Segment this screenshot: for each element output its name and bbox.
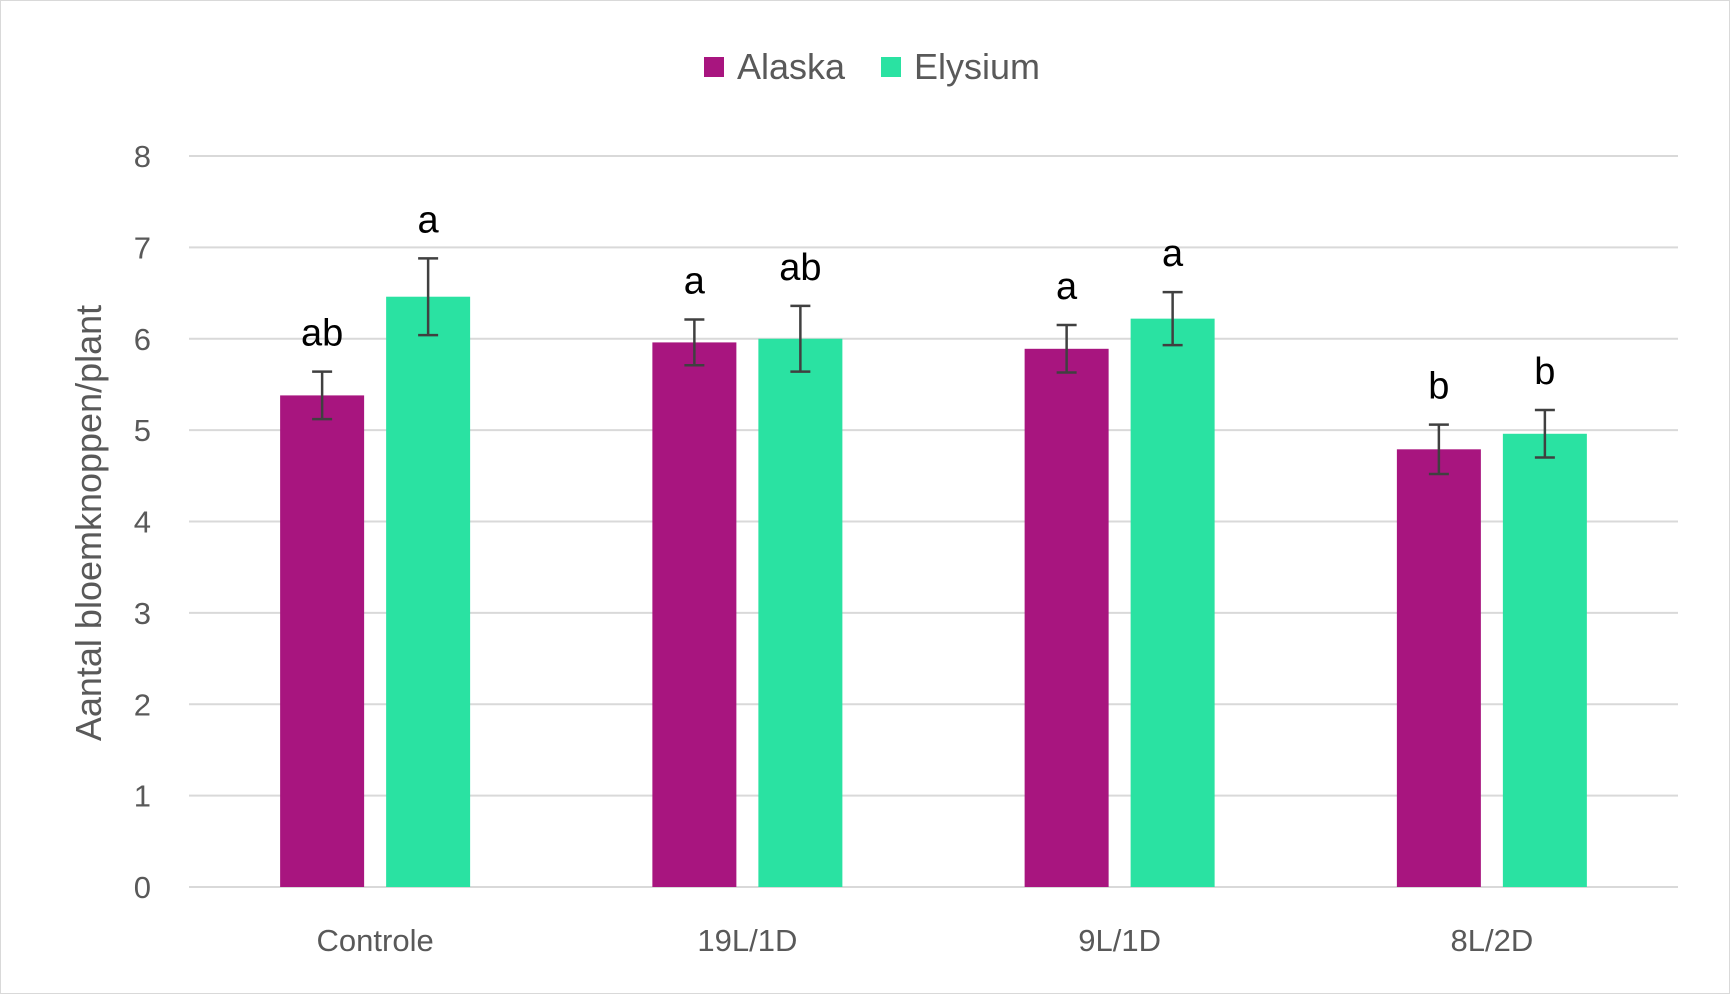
y-axis-label: Aantal bloemknoppen/plant <box>68 305 109 741</box>
significance-label: b <box>1534 351 1555 393</box>
bar <box>386 296 471 887</box>
y-tick-label: 2 <box>134 687 151 722</box>
bar <box>1502 433 1587 887</box>
y-tick-label: 8 <box>134 139 151 174</box>
significance-label: a <box>1056 266 1078 308</box>
significance-label: ab <box>779 247 821 289</box>
bar <box>1396 449 1481 887</box>
bar <box>758 338 843 887</box>
error-bars <box>312 257 1555 476</box>
legend-label-alaska: Alaska <box>737 46 846 87</box>
bars <box>280 296 1587 888</box>
legend-label-elysium: Elysium <box>914 46 1040 87</box>
bar <box>1130 318 1215 888</box>
x-axis-ticks: Controle 19L/1D 9L/1D 8L/2D <box>317 923 1534 958</box>
bar <box>280 395 365 887</box>
legend-swatch-alaska <box>704 57 724 77</box>
legend-swatch-elysium <box>881 57 901 77</box>
y-tick-label: 0 <box>134 870 151 905</box>
significance-label: b <box>1428 366 1449 408</box>
y-tick-label: 5 <box>134 413 151 448</box>
x-tick-label: 8L/2D <box>1451 923 1534 958</box>
significance-label: ab <box>301 313 343 355</box>
legend: Alaska Elysium <box>704 46 1040 87</box>
y-tick-label: 4 <box>134 505 151 540</box>
significance-label: a <box>1162 233 1184 275</box>
x-tick-label: 9L/1D <box>1078 923 1161 958</box>
y-tick-label: 7 <box>134 230 151 265</box>
y-tick-label: 3 <box>134 596 151 631</box>
y-tick-label: 1 <box>134 779 151 814</box>
x-tick-label: 19L/1D <box>697 923 797 958</box>
y-axis-ticks: 0 1 2 3 4 5 6 7 8 <box>134 139 151 905</box>
bar <box>652 342 737 887</box>
significance-label: a <box>418 199 440 241</box>
y-tick-label: 6 <box>134 322 151 357</box>
x-tick-label: Controle <box>317 923 434 958</box>
bar <box>1024 348 1109 887</box>
significance-label: a <box>684 261 706 303</box>
